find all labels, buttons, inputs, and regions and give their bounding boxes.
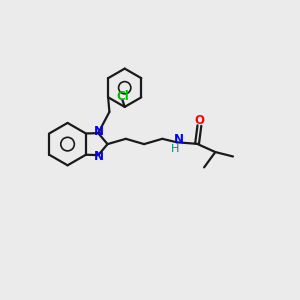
Text: N: N <box>94 150 104 163</box>
Text: H: H <box>170 144 179 154</box>
Text: N: N <box>94 125 104 138</box>
Text: O: O <box>195 114 205 127</box>
Text: N: N <box>174 134 184 146</box>
Text: Cl: Cl <box>116 90 129 103</box>
